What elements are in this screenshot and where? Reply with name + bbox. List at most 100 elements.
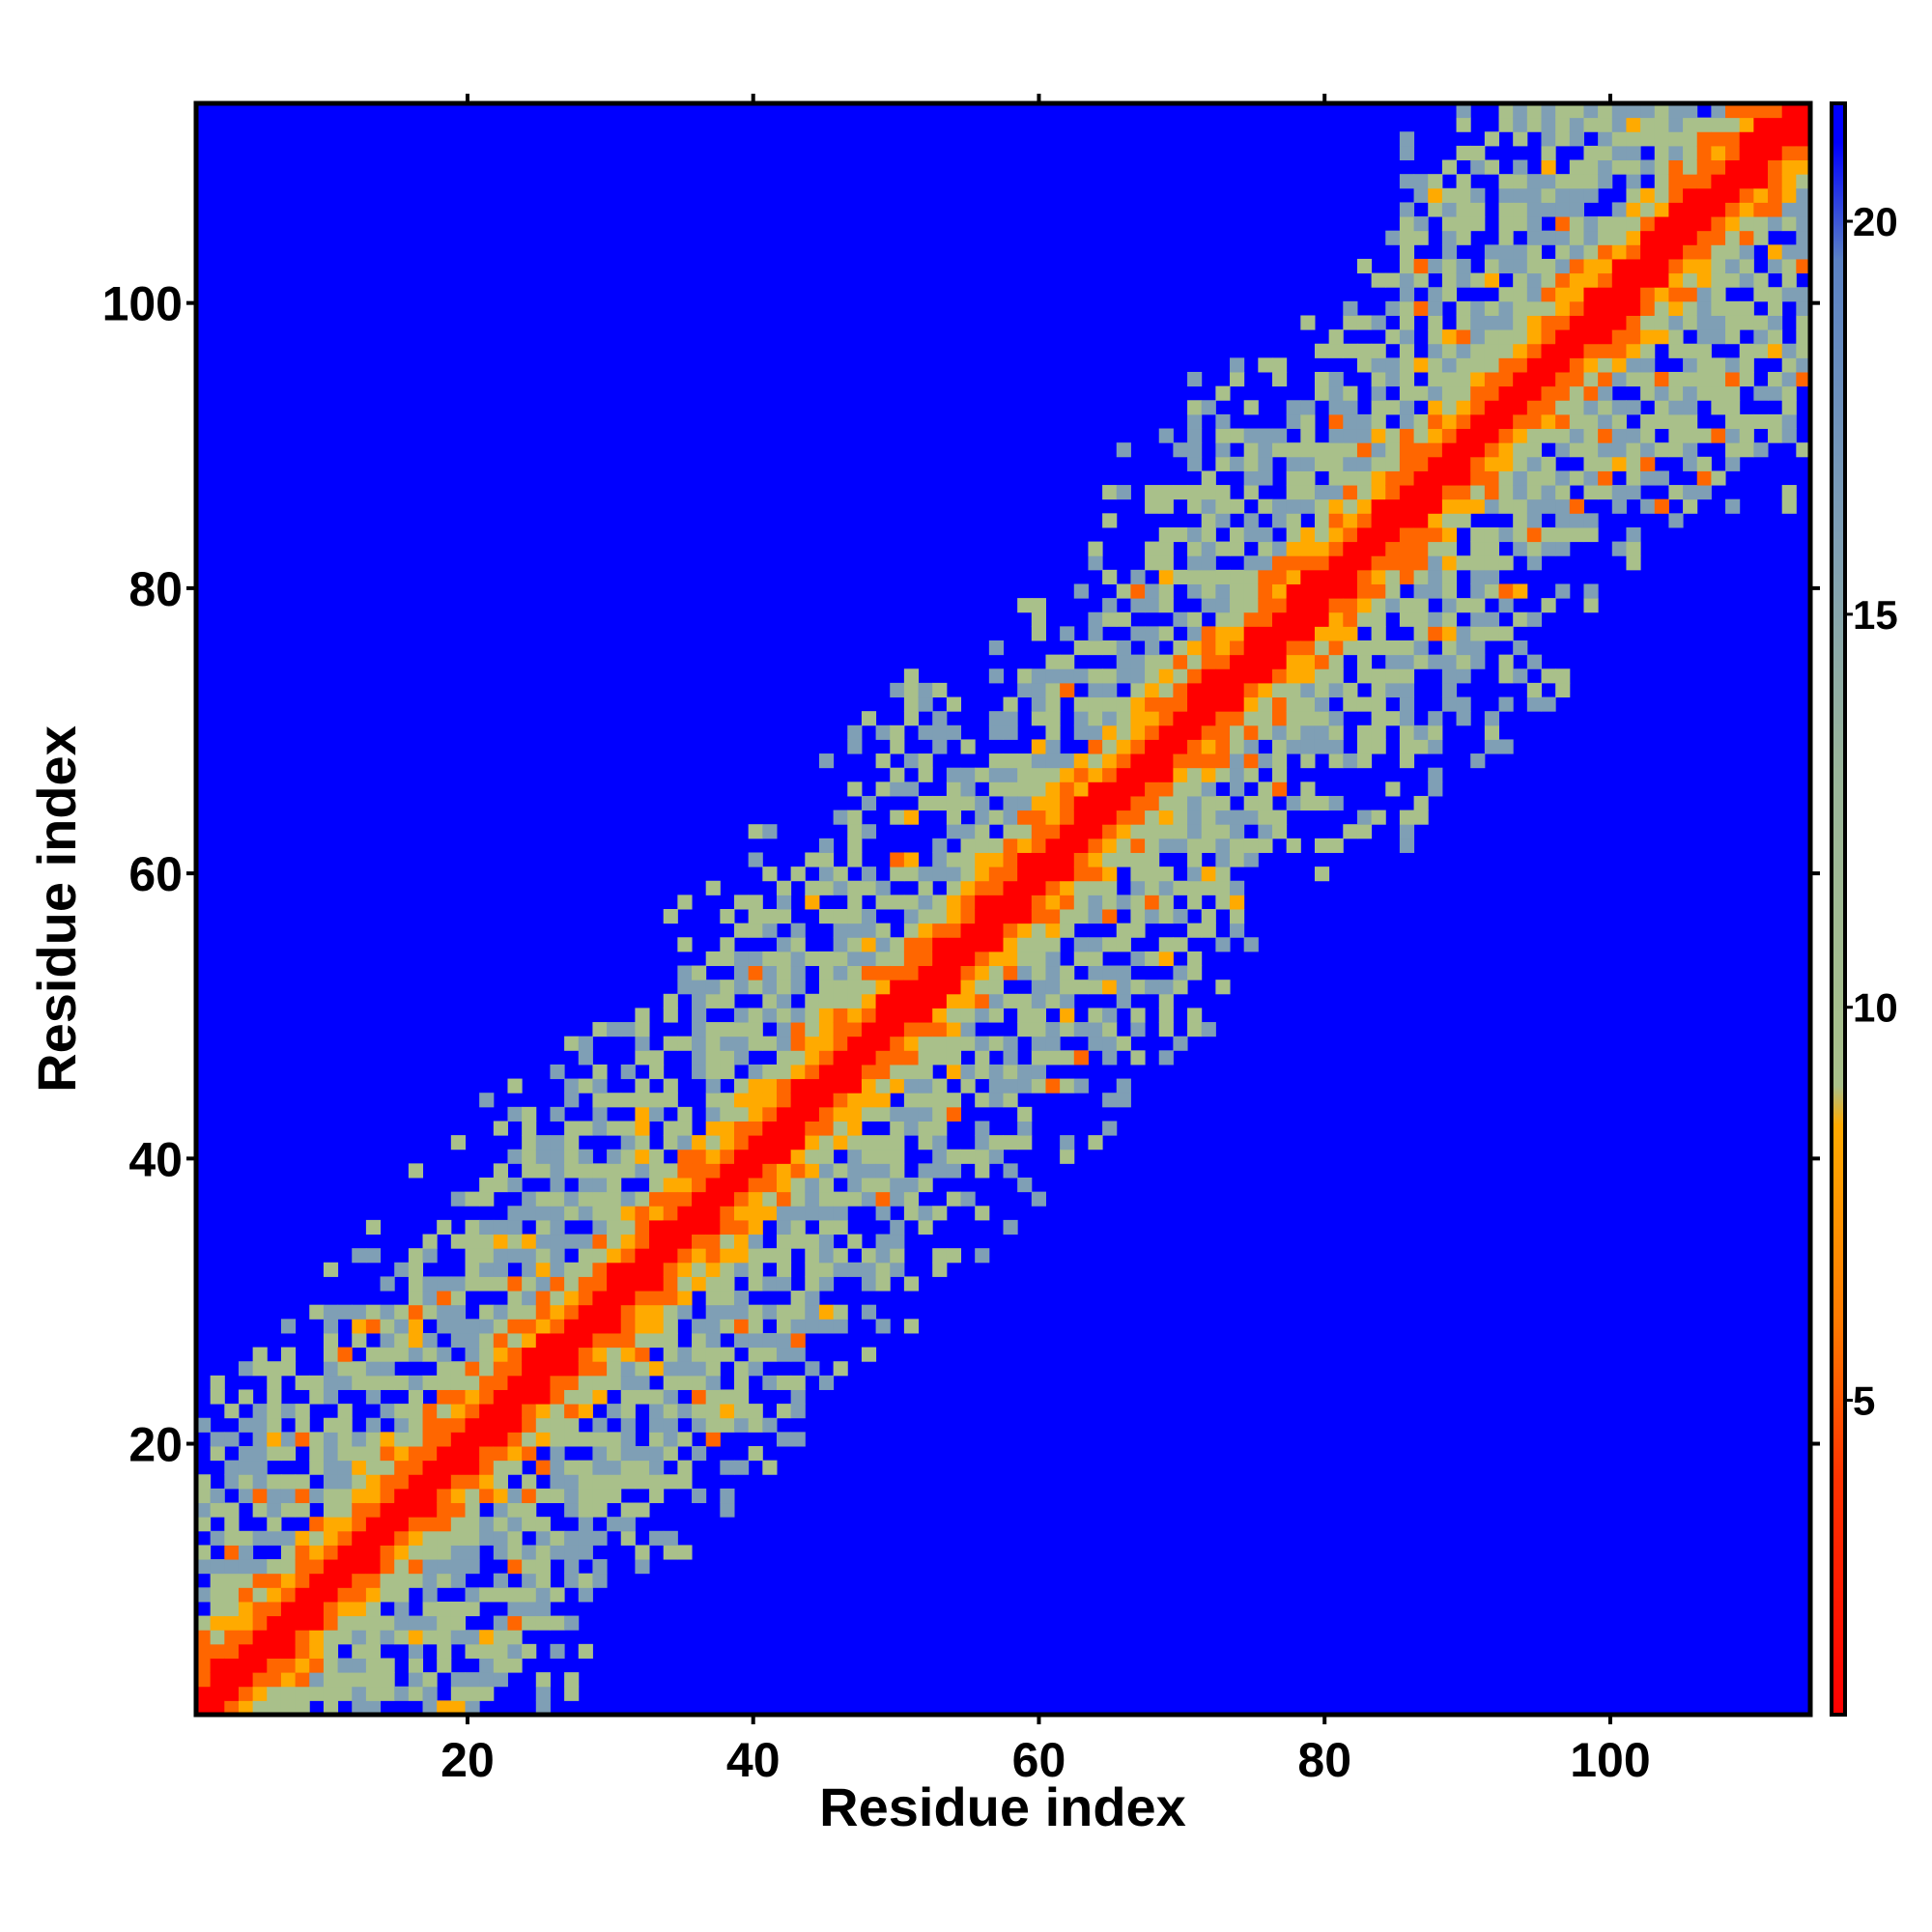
heatmap-cell	[1470, 300, 1486, 316]
heatmap-cell	[635, 1375, 650, 1390]
heatmap-cell	[1413, 724, 1429, 740]
heatmap-cell	[252, 1474, 268, 1490]
heatmap-cell	[1385, 598, 1401, 613]
heatmap-cell	[1073, 1078, 1089, 1094]
heatmap-cell	[1258, 668, 1273, 684]
heatmap-cell	[578, 1191, 593, 1207]
heatmap-cell	[1484, 498, 1500, 514]
heatmap-cell	[790, 1332, 806, 1349]
heatmap-cell	[762, 1206, 778, 1221]
heatmap-cell	[1073, 867, 1089, 882]
heatmap-cell	[564, 1206, 580, 1221]
heatmap-cell	[1498, 343, 1514, 358]
heatmap-cell	[635, 1347, 650, 1362]
heatmap-cell	[1356, 428, 1373, 443]
heatmap-cell	[479, 1234, 495, 1249]
heatmap-cell	[805, 1234, 820, 1249]
heatmap-cell	[1201, 626, 1216, 641]
heatmap-cell	[607, 1291, 622, 1306]
heatmap-cell	[705, 1050, 721, 1065]
heatmap-cell	[1668, 485, 1684, 500]
heatmap-cell	[1498, 485, 1514, 500]
heatmap-cell	[946, 1093, 962, 1108]
heatmap-cell	[1187, 852, 1203, 867]
heatmap-cell	[1654, 400, 1669, 415]
heatmap-cell	[465, 1643, 480, 1659]
heatmap-cell	[903, 1036, 920, 1051]
heatmap-cell	[1230, 852, 1245, 867]
heatmap-cell	[903, 852, 920, 867]
heatmap-cell	[1158, 428, 1174, 443]
heatmap-cell	[1470, 526, 1486, 543]
heatmap-cell	[210, 1573, 225, 1588]
heatmap-cell	[1088, 937, 1103, 952]
heatmap-cell	[1399, 174, 1415, 189]
heatmap-cell	[1668, 202, 1684, 217]
heatmap-cell	[918, 1008, 933, 1023]
heatmap-cell	[1413, 174, 1429, 189]
heatmap-cell	[394, 1630, 410, 1645]
heatmap-cell	[592, 1559, 608, 1575]
heatmap-cell	[1371, 400, 1386, 415]
heatmap-cell	[1555, 103, 1571, 119]
heatmap-cell	[465, 1262, 480, 1277]
heatmap-cell	[267, 1643, 282, 1659]
heatmap-cell	[692, 980, 707, 995]
heatmap-cell	[1583, 216, 1599, 232]
heatmap-cell	[847, 1106, 863, 1122]
heatmap-cell	[762, 1008, 778, 1023]
heatmap-cell	[507, 1206, 523, 1221]
heatmap-cell	[1413, 513, 1429, 528]
heatmap-cell	[635, 1078, 650, 1094]
heatmap-cell	[1456, 272, 1471, 288]
heatmap-cell	[677, 1149, 693, 1164]
heatmap-cell	[592, 1319, 608, 1334]
heatmap-cell	[1654, 103, 1669, 119]
heatmap-cell	[1611, 202, 1627, 217]
heatmap-cell	[1116, 993, 1131, 1009]
heatmap-cell	[1286, 400, 1301, 415]
heatmap-cell	[1711, 315, 1726, 330]
heatmap-cell	[890, 965, 905, 980]
heatmap-cell	[1088, 739, 1103, 754]
heatmap-cell	[649, 1178, 665, 1193]
heatmap-cell	[1753, 442, 1769, 458]
heatmap-cell	[663, 1389, 678, 1405]
heatmap-cell	[1683, 287, 1698, 302]
heatmap-cell	[564, 1149, 580, 1164]
heatmap-cell	[522, 1474, 537, 1490]
heatmap-cell	[635, 1304, 650, 1320]
heatmap-cell	[1116, 442, 1131, 458]
heatmap-cell	[380, 1332, 395, 1349]
heatmap-cell	[1328, 739, 1344, 754]
heatmap-cell	[692, 1375, 707, 1390]
heatmap-cell	[1640, 216, 1656, 232]
heatmap-cell	[903, 781, 920, 797]
heatmap-cell	[592, 1446, 608, 1462]
heatmap-cell	[620, 1064, 636, 1080]
heatmap-cell	[932, 980, 948, 995]
heatmap-cell	[1073, 668, 1089, 684]
heatmap-cell	[309, 1686, 325, 1701]
heatmap-cell	[1045, 895, 1061, 910]
heatmap-cell	[437, 1276, 452, 1292]
heatmap-cell	[1484, 739, 1500, 754]
heatmap-cell	[1102, 682, 1118, 698]
heatmap-cell	[1711, 287, 1726, 302]
heatmap-cell	[663, 1219, 678, 1236]
heatmap-cell	[1017, 965, 1033, 980]
heatmap-cell	[790, 1219, 806, 1236]
heatmap-cell	[1286, 470, 1301, 486]
heatmap-cell	[1371, 555, 1386, 571]
heatmap-cell	[238, 1474, 254, 1490]
heatmap-cell	[267, 1573, 282, 1588]
heatmap-cell	[1003, 1078, 1018, 1094]
heatmap-cell	[1753, 131, 1769, 147]
heatmap-cell	[267, 1587, 282, 1603]
heatmap-cell	[1031, 838, 1046, 853]
heatmap-cell	[465, 1446, 480, 1462]
heatmap-cell	[720, 1347, 735, 1362]
heatmap-cell	[663, 1248, 678, 1264]
heatmap-cell	[903, 1191, 920, 1207]
heatmap-cell	[1145, 583, 1160, 599]
